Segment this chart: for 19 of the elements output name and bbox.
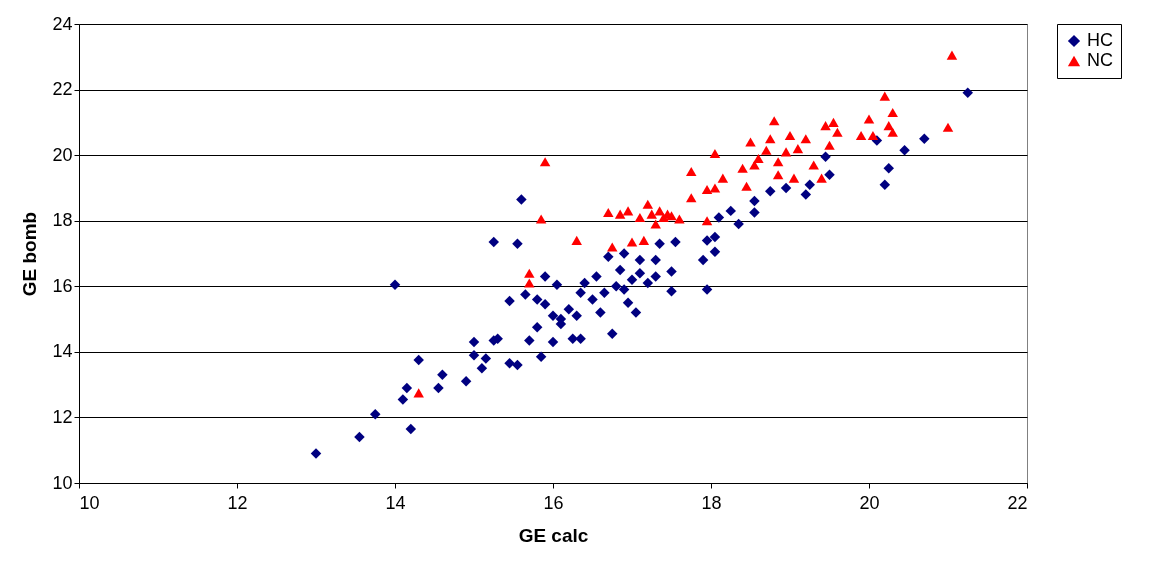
y-tick-label: 22 [52,79,73,100]
y-axis-title: GE bomb [19,211,41,297]
x-tick-label: 12 [227,492,248,513]
x-tick-label: 16 [543,492,564,513]
x-axis-title: GE calc [518,524,589,546]
y-tick-label: 12 [52,406,73,427]
x-tick-label: 18 [701,492,722,513]
y-tick-label: 24 [52,13,73,34]
legend-label: HC [1087,30,1113,50]
x-tick-label: 22 [1007,492,1028,513]
y-tick-label: 14 [52,341,73,362]
x-tick-label: 14 [385,492,406,513]
y-tick-label: 18 [52,210,73,231]
y-tick-label: 10 [52,472,73,493]
x-tick-label: 10 [79,492,100,513]
y-tick-label: 20 [52,144,73,165]
x-tick-label: 20 [859,492,880,513]
legend-label: NC [1087,50,1113,70]
y-tick-label: 16 [52,275,73,296]
